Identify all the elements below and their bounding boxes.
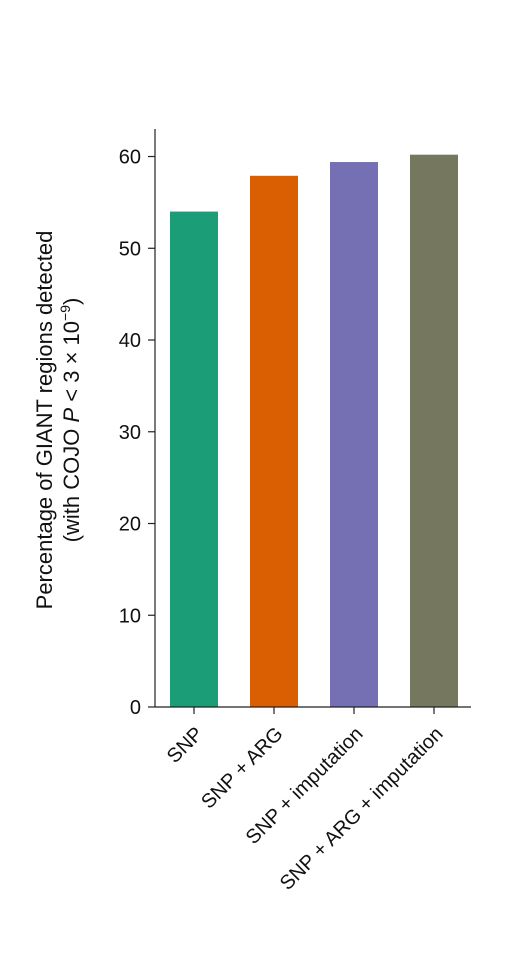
y-axis: 0 10 20 30 40 50 60: [119, 129, 156, 719]
y-tick-label: 30: [119, 422, 141, 444]
x-tick-label: SNP: [163, 723, 208, 768]
bars-group: [170, 154, 458, 708]
y-axis-label-line2: (with COJO P < 3 × 10−9): [57, 298, 84, 543]
y-tick-label: 0: [130, 697, 141, 719]
bar-snp-arg-imputation: [410, 154, 458, 707]
y-tick-label: 10: [119, 605, 141, 627]
y-axis-label-line1: Percentage of GIANT regions detected: [32, 231, 57, 610]
bar-snp-imputation: [330, 162, 378, 707]
y-tick-label: 50: [119, 238, 141, 260]
y-axis-label: Percentage of GIANT regions detected (wi…: [32, 231, 84, 610]
bar-snp: [170, 211, 218, 708]
bar-snp-arg: [250, 175, 298, 708]
y-tick-label: 40: [119, 330, 141, 352]
y-tick-label: 60: [119, 147, 141, 169]
y-tick-label: 20: [119, 514, 141, 536]
x-tick-label: SNP + ARG + imputation: [276, 723, 448, 895]
